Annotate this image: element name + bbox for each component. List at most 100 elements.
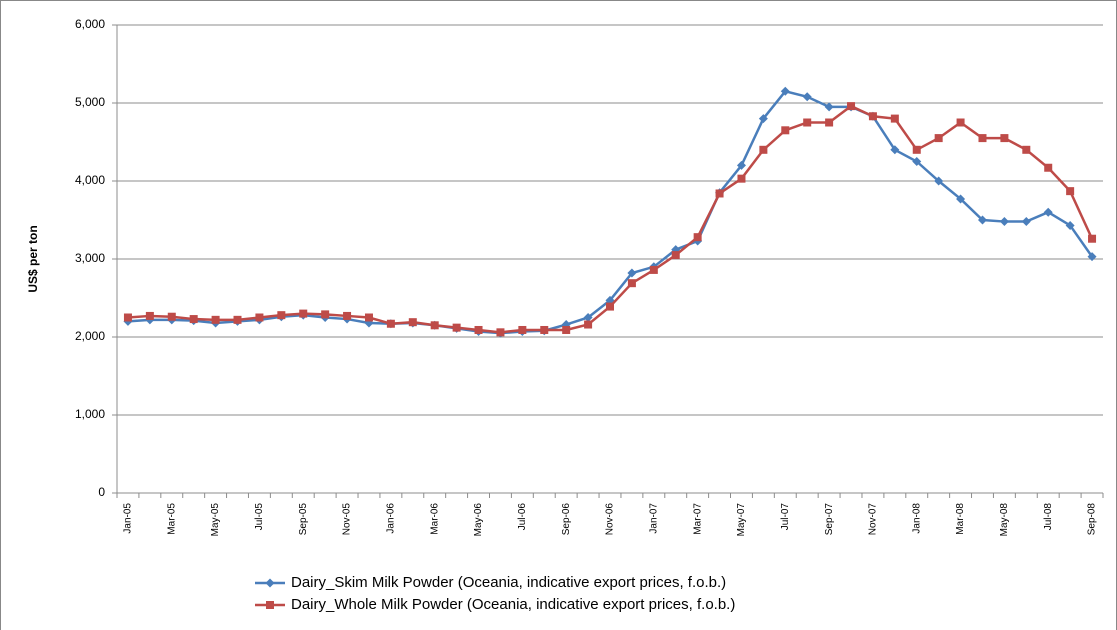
data-point — [627, 279, 636, 288]
data-point — [496, 328, 505, 337]
data-point — [189, 315, 198, 324]
data-point — [540, 325, 549, 334]
data-point — [1044, 163, 1053, 172]
y-tick-label: 3,000 — [75, 251, 105, 265]
data-point — [1088, 234, 1097, 243]
data-point — [277, 311, 286, 320]
data-point — [999, 217, 1009, 227]
data-point — [583, 313, 593, 322]
data-point — [430, 321, 439, 330]
data-point — [123, 313, 132, 322]
x-tick-label: Mar-07 — [692, 503, 703, 535]
data-point — [606, 302, 614, 311]
x-tick-label: Jan-06 — [386, 503, 397, 534]
data-point — [343, 311, 352, 320]
data-point — [758, 114, 768, 124]
x-tick-label: Mar-06 — [429, 503, 440, 535]
data-point — [780, 86, 790, 96]
data-point — [167, 312, 176, 321]
legend-label: Dairy_Whole Milk Powder (Oceania, indica… — [291, 596, 735, 613]
data-point — [1022, 145, 1031, 154]
data-point — [803, 118, 812, 127]
y-tick-label: 4,000 — [75, 173, 105, 187]
data-point — [408, 318, 417, 327]
data-point — [1087, 252, 1097, 262]
data-point — [693, 233, 702, 242]
data-point — [1043, 207, 1053, 217]
data-point — [736, 160, 746, 170]
data-point — [890, 145, 900, 155]
x-tick-label: May-05 — [210, 503, 221, 537]
data-point — [627, 268, 637, 278]
x-tick-label: Jan-07 — [648, 503, 659, 534]
data-point — [956, 194, 966, 204]
y-axis-label: US$ per ton — [26, 225, 40, 292]
data-point — [211, 315, 220, 324]
y-tick-label: 5,000 — [75, 95, 105, 109]
x-tick-label: Jan-05 — [123, 503, 134, 534]
x-tick-label: Sep-06 — [561, 503, 572, 536]
x-tick-label: Jul-06 — [517, 503, 528, 531]
y-tick-label: 2,000 — [75, 329, 105, 343]
data-point — [824, 102, 834, 112]
data-point — [715, 189, 724, 198]
x-tick-label: Nov-06 — [605, 503, 616, 536]
data-point — [825, 118, 834, 127]
x-tick-label: Jan-08 — [911, 503, 922, 534]
data-point — [847, 102, 856, 111]
data-point — [1066, 187, 1075, 196]
data-point — [649, 265, 658, 274]
data-point — [1065, 220, 1075, 230]
data-point — [759, 145, 768, 154]
data-point — [562, 325, 571, 334]
data-point — [934, 134, 943, 143]
x-tick-label: Sep-07 — [824, 503, 835, 536]
data-point — [233, 315, 242, 324]
data-point — [452, 323, 461, 332]
x-tick-label: Jul-08 — [1043, 503, 1054, 531]
data-point — [912, 157, 922, 166]
data-point — [956, 118, 965, 127]
data-point — [802, 92, 812, 102]
x-tick-label: Jul-07 — [780, 503, 791, 531]
x-tick-label: May-07 — [736, 503, 747, 537]
data-point — [584, 320, 593, 329]
x-tick-label: May-06 — [473, 503, 484, 537]
data-point — [518, 325, 527, 334]
x-tick-label: Nov-05 — [342, 503, 353, 536]
data-point — [737, 174, 746, 183]
data-point — [474, 325, 483, 334]
x-tick-label: May-08 — [999, 503, 1010, 537]
data-point — [299, 309, 308, 318]
y-tick-label: 1,000 — [75, 407, 105, 421]
data-point — [1000, 134, 1009, 143]
data-point — [386, 319, 395, 328]
data-point — [364, 313, 373, 322]
data-point — [978, 134, 987, 143]
data-point — [1021, 217, 1031, 227]
data-point — [255, 313, 264, 322]
y-tick-label: 0 — [98, 485, 105, 499]
data-point — [890, 114, 899, 123]
x-tick-label: Sep-08 — [1087, 503, 1098, 536]
x-tick-label: Nov-07 — [868, 503, 879, 536]
legend-label: Dairy_Skim Milk Powder (Oceania, indicat… — [291, 574, 726, 591]
x-tick-label: Mar-08 — [955, 503, 966, 535]
data-point — [145, 311, 154, 320]
x-tick-label: Mar-05 — [166, 503, 177, 535]
legend-marker — [265, 578, 275, 588]
x-tick-label: Jul-05 — [254, 503, 265, 531]
x-tick-label: Sep-05 — [298, 503, 309, 536]
data-point — [321, 310, 330, 319]
y-tick-label: 6,000 — [75, 17, 105, 31]
data-point — [868, 112, 877, 121]
data-point — [781, 126, 790, 135]
data-point — [671, 251, 680, 260]
data-point — [977, 215, 987, 225]
data-point — [934, 176, 944, 186]
data-point — [912, 145, 921, 154]
legend-marker — [266, 601, 274, 609]
